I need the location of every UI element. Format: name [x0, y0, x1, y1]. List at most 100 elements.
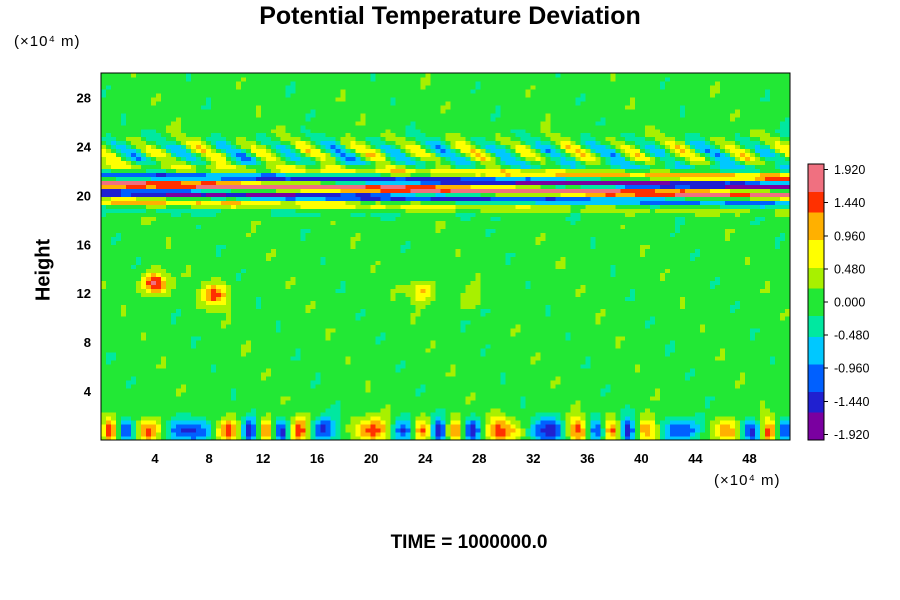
- heatmap-cell: [265, 400, 272, 405]
- heatmap-cell: [255, 364, 262, 369]
- heatmap-cell: [220, 436, 227, 441]
- heatmap-cell: [200, 212, 207, 218]
- heatmap-cell: [210, 248, 217, 253]
- heatmap-cell: [101, 336, 107, 341]
- heatmap-cell: [260, 352, 267, 357]
- heatmap-cell: [110, 236, 117, 241]
- heatmap-cell: [240, 124, 247, 130]
- heatmap-cell: [270, 184, 277, 190]
- heatmap-cell: [275, 320, 282, 325]
- heatmap-cell: [285, 176, 292, 182]
- heatmap-cell: [350, 356, 357, 361]
- heatmap-cell: [210, 100, 217, 106]
- heatmap-cell: [365, 124, 372, 130]
- heatmap-cell: [335, 348, 342, 353]
- heatmap-cell: [310, 428, 317, 433]
- heatmap-cell: [130, 332, 137, 337]
- heatmap-cell: [165, 276, 172, 281]
- heatmap-cell: [220, 204, 227, 210]
- heatmap-cell: [310, 116, 317, 122]
- heatmap-cell: [320, 432, 327, 437]
- heatmap-cell: [305, 408, 312, 413]
- heatmap-cell: [185, 164, 192, 170]
- heatmap-cell: [150, 112, 157, 118]
- heatmap-cell: [245, 220, 252, 225]
- heatmap-cell: [195, 356, 202, 361]
- heatmap-cell: [125, 132, 132, 138]
- heatmap-cell: [280, 196, 287, 202]
- heatmap-cell: [295, 256, 302, 261]
- heatmap-cell: [340, 92, 347, 98]
- heatmap-cell: [365, 308, 372, 313]
- heatmap-cell: [175, 436, 182, 441]
- heatmap-cell: [360, 396, 367, 401]
- heatmap-cell: [340, 396, 347, 401]
- heatmap-cell: [155, 164, 162, 170]
- heatmap-cell: [190, 128, 197, 134]
- heatmap-cell: [365, 244, 372, 249]
- heatmap-cell: [185, 364, 192, 369]
- heatmap-cell: [330, 104, 337, 110]
- heatmap-cell: [220, 112, 227, 118]
- heatmap-cell: [145, 164, 152, 170]
- heatmap-cell: [235, 92, 242, 98]
- heatmap-cell: [101, 73, 107, 78]
- heatmap-cell: [210, 316, 217, 321]
- heatmap-cell: [325, 256, 332, 261]
- heatmap-cell: [170, 176, 177, 182]
- heatmap-cell: [145, 400, 152, 405]
- heatmap-cell: [285, 240, 292, 245]
- heatmap-cell: [345, 244, 352, 249]
- heatmap-cell: [135, 232, 142, 237]
- heatmap-cell: [245, 252, 252, 257]
- heatmap-cell: [215, 400, 222, 405]
- heatmap-cell: [310, 248, 317, 253]
- heatmap-cell: [145, 92, 152, 98]
- heatmap-cell: [285, 436, 292, 441]
- heatmap-cell: [130, 324, 137, 329]
- heatmap-cell: [120, 252, 127, 257]
- heatmap-cell: [250, 384, 257, 389]
- heatmap-cell: [175, 400, 182, 405]
- heatmap-cell: [305, 180, 312, 186]
- heatmap-cell: [215, 96, 222, 102]
- heatmap-cell: [110, 304, 117, 309]
- heatmap-cell: [335, 260, 342, 265]
- heatmap-cell: [125, 420, 132, 425]
- heatmap-cell: [290, 92, 297, 98]
- heatmap-cell: [200, 432, 207, 437]
- heatmap-cell: [245, 312, 252, 317]
- heatmap-cell: [125, 148, 132, 154]
- heatmap-cell: [325, 404, 332, 409]
- heatmap-cell: [330, 424, 337, 429]
- heatmap-cell: [115, 248, 122, 253]
- heatmap-cell: [205, 208, 212, 214]
- heatmap-cell: [295, 308, 302, 313]
- heatmap-cell: [105, 276, 112, 281]
- heatmap-cell: [305, 116, 312, 122]
- heatmap-cell: [280, 376, 287, 381]
- heatmap-cell: [230, 96, 237, 102]
- heatmap-cell: [330, 260, 337, 265]
- heatmap-cell: [205, 96, 212, 102]
- heatmap-cell: [355, 200, 362, 206]
- heatmap-cell: [305, 340, 312, 345]
- heatmap-cell: [110, 288, 117, 293]
- heatmap-cell: [290, 96, 297, 102]
- heatmap-cell: [190, 100, 197, 106]
- heatmap-cell: [220, 268, 227, 273]
- heatmap-cell: [110, 436, 117, 441]
- heatmap-cell: [250, 84, 257, 90]
- heatmap-cell: [340, 276, 347, 281]
- heatmap-cell: [145, 360, 152, 365]
- heatmap-cell: [350, 80, 357, 86]
- heatmap-cell: [160, 248, 167, 253]
- heatmap-cell: [115, 312, 122, 317]
- heatmap-cell: [280, 172, 287, 178]
- heatmap-cell: [230, 204, 237, 210]
- heatmap-cell: [200, 268, 207, 273]
- heatmap-cell: [185, 172, 192, 178]
- heatmap-cell: [130, 264, 137, 269]
- heatmap-cell: [260, 316, 267, 321]
- heatmap-cell: [280, 156, 287, 162]
